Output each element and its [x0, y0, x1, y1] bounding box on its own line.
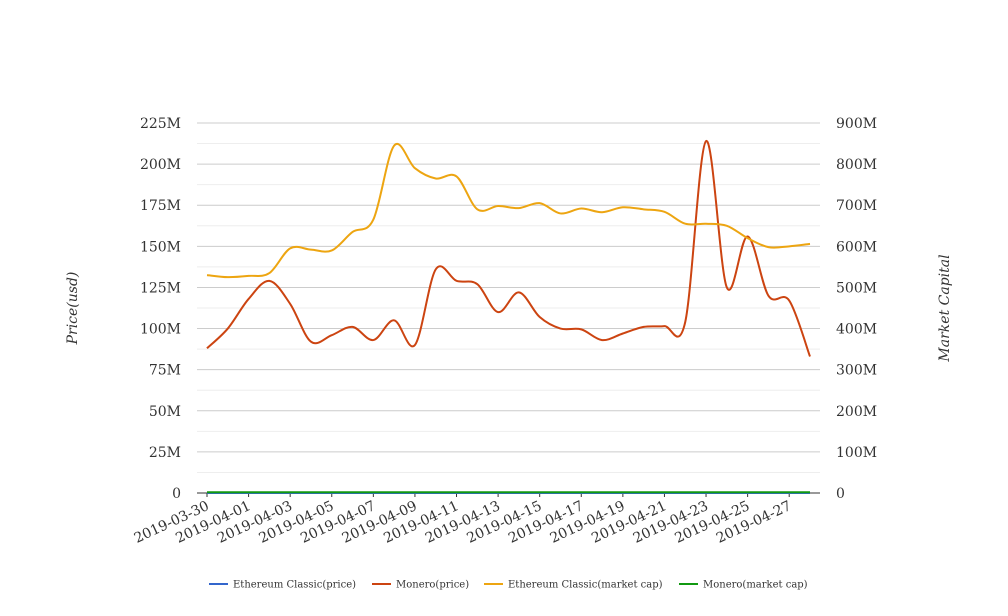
left-tick-label: 100M: [140, 322, 181, 338]
left-tick-label: 175M: [140, 198, 181, 214]
right-axis-ticks: 0 100M 200M 300M 400M 500M 600M 700M 800M 900M: [836, 116, 877, 502]
grid-lines: [197, 122, 820, 494]
legend: Ethereum Classic(price) Monero(price) Ethe…: [209, 580, 808, 591]
left-tick-label: 150M: [140, 239, 181, 255]
left-axis-title: Price(usd): [65, 272, 81, 346]
left-tick-label: 125M: [140, 280, 181, 296]
right-tick-label: 600M: [836, 239, 877, 255]
right-tick-label: 800M: [836, 157, 877, 173]
right-tick-label: 0: [836, 486, 845, 502]
right-tick-label: 900M: [836, 116, 877, 132]
right-tick-label: 200M: [836, 404, 877, 420]
left-tick-label: 200M: [140, 157, 181, 173]
series-line-ethereum-classic-market-cap: [206, 142, 811, 279]
right-tick-label: 400M: [836, 322, 877, 338]
left-tick-label: 25M: [149, 445, 181, 461]
series-line-monero-price: [206, 140, 811, 357]
legend-label-ethereum-classic-market-cap: Ethereum Classic(market cap): [508, 580, 663, 591]
x-axis: 2019-03-302019-04-012019-04-032019-04-05…: [132, 492, 820, 547]
left-tick-label: 225M: [140, 116, 181, 132]
legend-label-monero-price: Monero(price): [396, 580, 469, 591]
left-axis-ticks: 0 25M 50M 75M 100M 125M 150M 175M 200M 225M: [140, 116, 181, 502]
legend-label-monero-market-cap: Monero(market cap): [703, 580, 808, 591]
right-tick-label: 100M: [836, 445, 877, 461]
right-axis-title: Market Capital: [937, 254, 953, 362]
right-tick-label: 700M: [836, 198, 877, 214]
right-tick-label: 500M: [836, 280, 877, 296]
series-lines: [206, 140, 811, 495]
left-tick-label: 0: [172, 486, 181, 502]
left-tick-label: 75M: [149, 363, 181, 379]
legend-label-ethereum-classic-price: Ethereum Classic(price): [233, 580, 356, 591]
left-tick-label: 50M: [149, 404, 181, 420]
right-tick-label: 300M: [836, 363, 877, 379]
